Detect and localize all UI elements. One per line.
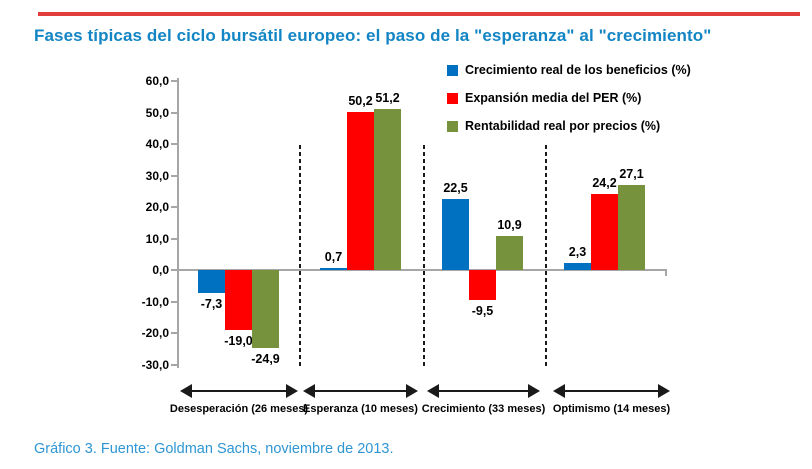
y-axis-tick [171,111,177,114]
arrow-right-head-icon [528,384,540,398]
bar [442,199,469,270]
phase-separator-line [299,145,301,368]
arrow-left-head-icon [427,384,439,398]
y-axis-tick [171,143,177,145]
y-axis-tick-label: -20,0 [141,326,169,340]
y-axis-tick-label: 20,0 [145,200,169,214]
zero-baseline [177,269,667,271]
bar-value-label: -7,3 [200,296,223,311]
phase-arrow-shaft [562,389,661,392]
y-axis-tick-label: 0,0 [152,263,169,277]
bar-value-label: 50,2 [348,93,373,108]
y-axis-tick [171,269,177,271]
phase-arrow-shaft [312,389,409,392]
bar [347,111,374,270]
arrow-left-head-icon [303,384,315,398]
y-axis-tick [171,300,177,303]
phase-arrow [303,384,418,398]
y-axis-tick [171,332,177,334]
bar-value-label: 27,1 [619,166,644,181]
phase-arrow [427,384,540,398]
y-axis-tick-label: -10,0 [141,294,169,309]
legend-swatch [447,92,458,104]
arrow-right-head-icon [406,384,418,398]
y-axis-tick [171,206,177,208]
y-axis-tick [171,363,177,366]
phase-label: Desesperación (26 meses) [169,403,309,415]
arrow-left-head-icon [180,384,192,398]
legend-item: Crecimiento real de los beneficios (%) [447,62,691,78]
bar-value-label: 0,7 [324,249,343,264]
y-axis-tick-label: 60,0 [145,74,169,88]
legend-item: Rentabilidad real por precios (%) [447,118,691,134]
bar [252,270,279,349]
bar-value-label: 22,5 [443,181,468,196]
y-axis-tick [171,80,177,82]
legend-item: Expansión media del PER (%) [447,90,691,106]
bar-value-label: 51,2 [375,90,400,105]
phase-arrow [553,384,670,398]
chart-source: Gráfico 3. Fuente: Goldman Sachs, noviem… [34,441,394,457]
phase-separator-line [545,145,547,368]
y-axis-tick [171,174,177,177]
legend-label: Crecimiento real de los beneficios (%) [465,63,691,77]
bar-value-label: -24,9 [251,352,280,367]
y-axis-tick-label: 10,0 [145,231,169,246]
y-axis-tick-label: -30,0 [141,357,169,372]
arrow-right-head-icon [286,384,298,398]
bar-value-label: 2,3 [568,244,587,259]
y-axis-tick-label: 40,0 [145,137,169,151]
bar [225,270,252,330]
bar-value-label: -9,5 [471,303,494,318]
bar [591,193,618,270]
y-axis-tick [171,237,177,240]
zero-baseline-end-tick [665,270,667,276]
bar [469,270,496,300]
legend-swatch [447,64,458,76]
y-axis-tick-label: 50,0 [145,105,169,120]
legend-swatch [447,120,458,132]
y-axis-line [177,78,179,368]
phase-label: Esperanza (10 meses) [303,403,418,415]
bar [496,235,523,270]
phase-label: Crecimiento (33 meses) [421,403,546,415]
bar [320,267,347,270]
bar [618,184,645,270]
arrow-right-head-icon [658,384,670,398]
top-rule [38,12,800,16]
phase-arrow-shaft [189,389,289,392]
legend-label: Rentabilidad real por precios (%) [465,119,661,133]
phase-arrow [180,384,298,398]
legend: Crecimiento real de los beneficios (%) Ex… [447,62,691,146]
y-axis-tick-label: 30,0 [145,168,169,183]
bar-value-label: 10,9 [497,217,522,232]
phase-label: Optimismo (14 meses) [552,403,671,415]
bar [374,108,401,270]
legend-label: Expansión media del PER (%) [465,91,642,105]
page-title: Fases típicas del ciclo bursátil europeo… [34,26,712,45]
bar-value-label: -19,0 [224,333,253,348]
phase-arrow-shaft [436,389,531,392]
phase-separator-line [423,145,425,368]
bar-value-label: 24,2 [592,175,617,190]
bar [564,262,591,270]
bar [198,270,225,293]
arrow-left-head-icon [553,384,565,398]
